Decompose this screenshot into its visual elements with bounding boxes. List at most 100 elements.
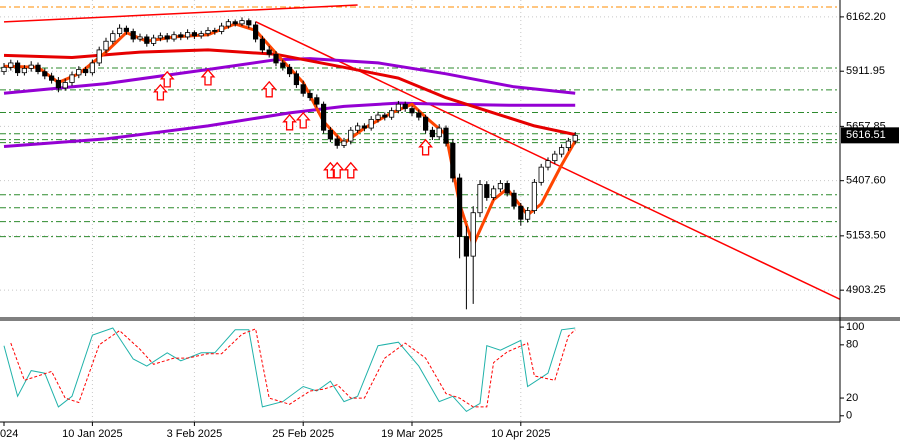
candle-body	[225, 21, 231, 27]
candle-body	[484, 184, 490, 198]
y-tick-label: 4903.25	[846, 284, 886, 296]
candle-body	[300, 84, 306, 94]
indicator-line	[3, 101, 576, 148]
signal-arrow	[152, 83, 168, 101]
y-tick-label: 5153.50	[846, 230, 886, 242]
indicator-line	[3, 48, 576, 137]
x-tick-label: 3 Feb 2025	[167, 428, 223, 440]
candle-body	[273, 53, 279, 64]
candle-body	[538, 166, 544, 183]
candle-body	[375, 114, 381, 120]
signal-arrow	[295, 111, 311, 129]
x-tick-label: 10 Apr 2025	[491, 428, 550, 440]
candle-body	[348, 129, 354, 142]
candle-body	[110, 33, 116, 42]
candle-body	[450, 142, 456, 179]
candle-body	[307, 92, 313, 99]
candle-body	[552, 153, 558, 162]
candle-body	[266, 49, 272, 55]
candle-body	[320, 103, 327, 131]
y-tick-label: 0	[846, 410, 852, 422]
candle-body	[157, 35, 163, 39]
signal-arrow	[418, 138, 434, 156]
candle-body	[416, 112, 422, 118]
candle-body	[117, 27, 123, 35]
candle-body	[1, 66, 7, 73]
candle-body	[184, 32, 191, 38]
candle-body	[382, 114, 388, 118]
candle-body	[368, 118, 374, 129]
candle-body	[280, 62, 286, 68]
candle-body	[463, 236, 470, 257]
x-tick-label: 024	[0, 428, 18, 440]
candle-body	[171, 34, 177, 40]
candle-body	[293, 73, 300, 86]
candle-body	[354, 125, 361, 131]
oscillator-line	[3, 327, 576, 413]
candle-body	[531, 181, 538, 211]
candle-body	[164, 35, 170, 40]
candle-body	[218, 25, 225, 32]
last-price-box	[841, 127, 899, 144]
candle-body	[395, 103, 402, 112]
candle-body	[55, 79, 62, 89]
candle-body	[232, 21, 238, 25]
candle-body	[565, 140, 572, 149]
candle-body	[525, 210, 531, 220]
candle-body	[8, 62, 14, 68]
indicator-line	[3, 57, 576, 95]
candle-body	[239, 20, 245, 25]
candle-body	[490, 188, 497, 198]
candle-body	[477, 184, 483, 214]
candle-body	[123, 27, 129, 32]
candle-body	[96, 49, 102, 64]
candle-body	[443, 127, 449, 144]
candle-body	[144, 36, 150, 44]
y-tick-label: 5407.60	[846, 175, 886, 187]
y-tick-label: 5911.95	[846, 65, 885, 77]
candle-body	[137, 36, 143, 40]
candle-body	[178, 34, 184, 38]
candle-body	[422, 116, 429, 131]
candle-body	[429, 129, 436, 138]
signal-arrow	[329, 161, 345, 179]
candle-body	[198, 33, 204, 37]
candle-body	[402, 103, 408, 109]
candle-body	[42, 71, 48, 77]
y-tick-label: 6162.20	[846, 11, 886, 23]
candle-body	[286, 66, 293, 75]
candle-body	[28, 64, 34, 69]
x-tick-label: 10 Jan 2025	[62, 428, 123, 440]
candle-body	[246, 20, 252, 26]
last-price-label: 5616.51	[846, 129, 886, 141]
x-tick-label: 25 Feb 2025	[272, 428, 334, 440]
candle-body	[89, 62, 95, 74]
candle-body	[559, 147, 565, 155]
signal-arrow	[200, 68, 216, 86]
candle-body	[504, 183, 510, 194]
candle-body	[511, 192, 517, 207]
y-tick-label: 80	[846, 339, 858, 351]
signal-arrow	[343, 161, 359, 179]
candle-body	[334, 138, 340, 146]
candle-body	[252, 24, 259, 40]
candle-body	[103, 40, 109, 51]
x-tick-label: 19 Mar 2025	[381, 428, 443, 440]
signal-arrow	[159, 70, 175, 88]
main-plot	[0, 4, 840, 310]
signal-arrow	[282, 113, 298, 131]
signal-arrow	[261, 80, 277, 98]
trend-line	[3, 4, 358, 23]
candle-body	[388, 110, 395, 118]
candle-body	[62, 82, 68, 89]
candle-body	[518, 205, 524, 220]
candle-body	[545, 160, 551, 168]
candle-body	[327, 129, 334, 140]
candle-body	[130, 31, 136, 40]
candle-body	[456, 177, 463, 238]
y-tick-label: 20	[846, 392, 858, 404]
candle-body	[49, 75, 55, 81]
candle-body	[341, 140, 347, 146]
